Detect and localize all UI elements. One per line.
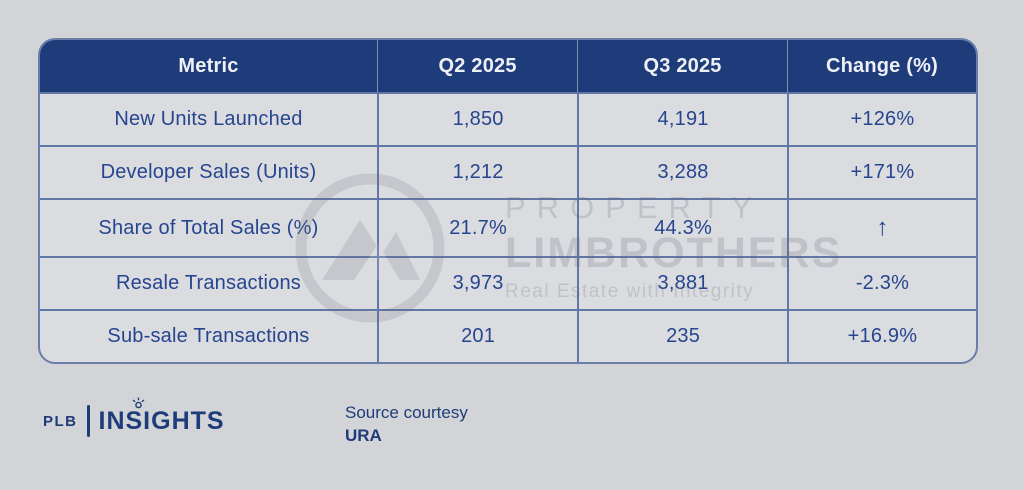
cell-q3: 4,191 <box>577 94 787 145</box>
cell-metric: Developer Sales (Units) <box>100 161 317 183</box>
column-header-change: Change (%) <box>786 40 976 92</box>
cell-q2: 1,212 <box>376 147 577 198</box>
cell-q2: 1,850 <box>376 94 577 145</box>
cell-change: -2.3% <box>786 258 976 309</box>
brand-divider <box>86 405 90 437</box>
table-row: New Units Launched 1,850 4,191 +126% <box>40 92 976 145</box>
column-header-q3-2025: Q3 2025 <box>577 40 787 92</box>
cell-q2: 3,973 <box>376 258 577 309</box>
source-note: Source courtesy URA <box>345 401 468 448</box>
cell-change: +126% <box>786 94 976 145</box>
cell-change: +16.9% <box>786 311 976 362</box>
metrics-table: Metric Q2 2025 Q3 2025 Change (%) New Un… <box>38 38 978 364</box>
source-line2: URA <box>345 426 382 446</box>
cell-q2: 21.7% <box>376 200 577 256</box>
cell-q3: 3,288 <box>577 147 787 198</box>
up-arrow-icon: ↑ <box>786 200 976 256</box>
cell-metric: New Units Launched <box>114 108 303 130</box>
cell-q3: 3,881 <box>577 258 787 309</box>
table-row: Sub-sale Transactions 201 235 +16.9% <box>40 309 976 362</box>
table-header-row: Metric Q2 2025 Q3 2025 Change (%) <box>40 40 976 92</box>
cell-metric: Share of Total Sales (%) <box>98 216 319 239</box>
lightbulb-icon <box>132 397 144 408</box>
cell-q3: 235 <box>577 311 787 362</box>
column-header-q2-2025: Q2 2025 <box>376 40 577 92</box>
table-row: Developer Sales (Units) 1,212 3,288 +171… <box>40 145 976 198</box>
plb-insights-logo: PLB INSIGHTS <box>43 397 225 437</box>
table-row: Resale Transactions 3,973 3,881 -2.3% <box>40 256 976 309</box>
brand-name: INSIGHTS <box>98 397 225 436</box>
column-header-metric: Metric <box>178 54 239 77</box>
cell-metric: Sub-sale Transactions <box>107 325 310 347</box>
brand-prefix: PLB <box>43 412 78 430</box>
cell-change: +171% <box>786 147 976 198</box>
cell-metric: Resale Transactions <box>115 272 301 294</box>
brand-name-text: INSIGHTS <box>98 406 225 435</box>
table-row: Share of Total Sales (%) 21.7% 44.3% ↑ <box>40 198 976 256</box>
source-line1: Source courtesy <box>345 403 468 422</box>
cell-q3: 44.3% <box>577 200 787 256</box>
cell-q2: 201 <box>376 311 577 362</box>
